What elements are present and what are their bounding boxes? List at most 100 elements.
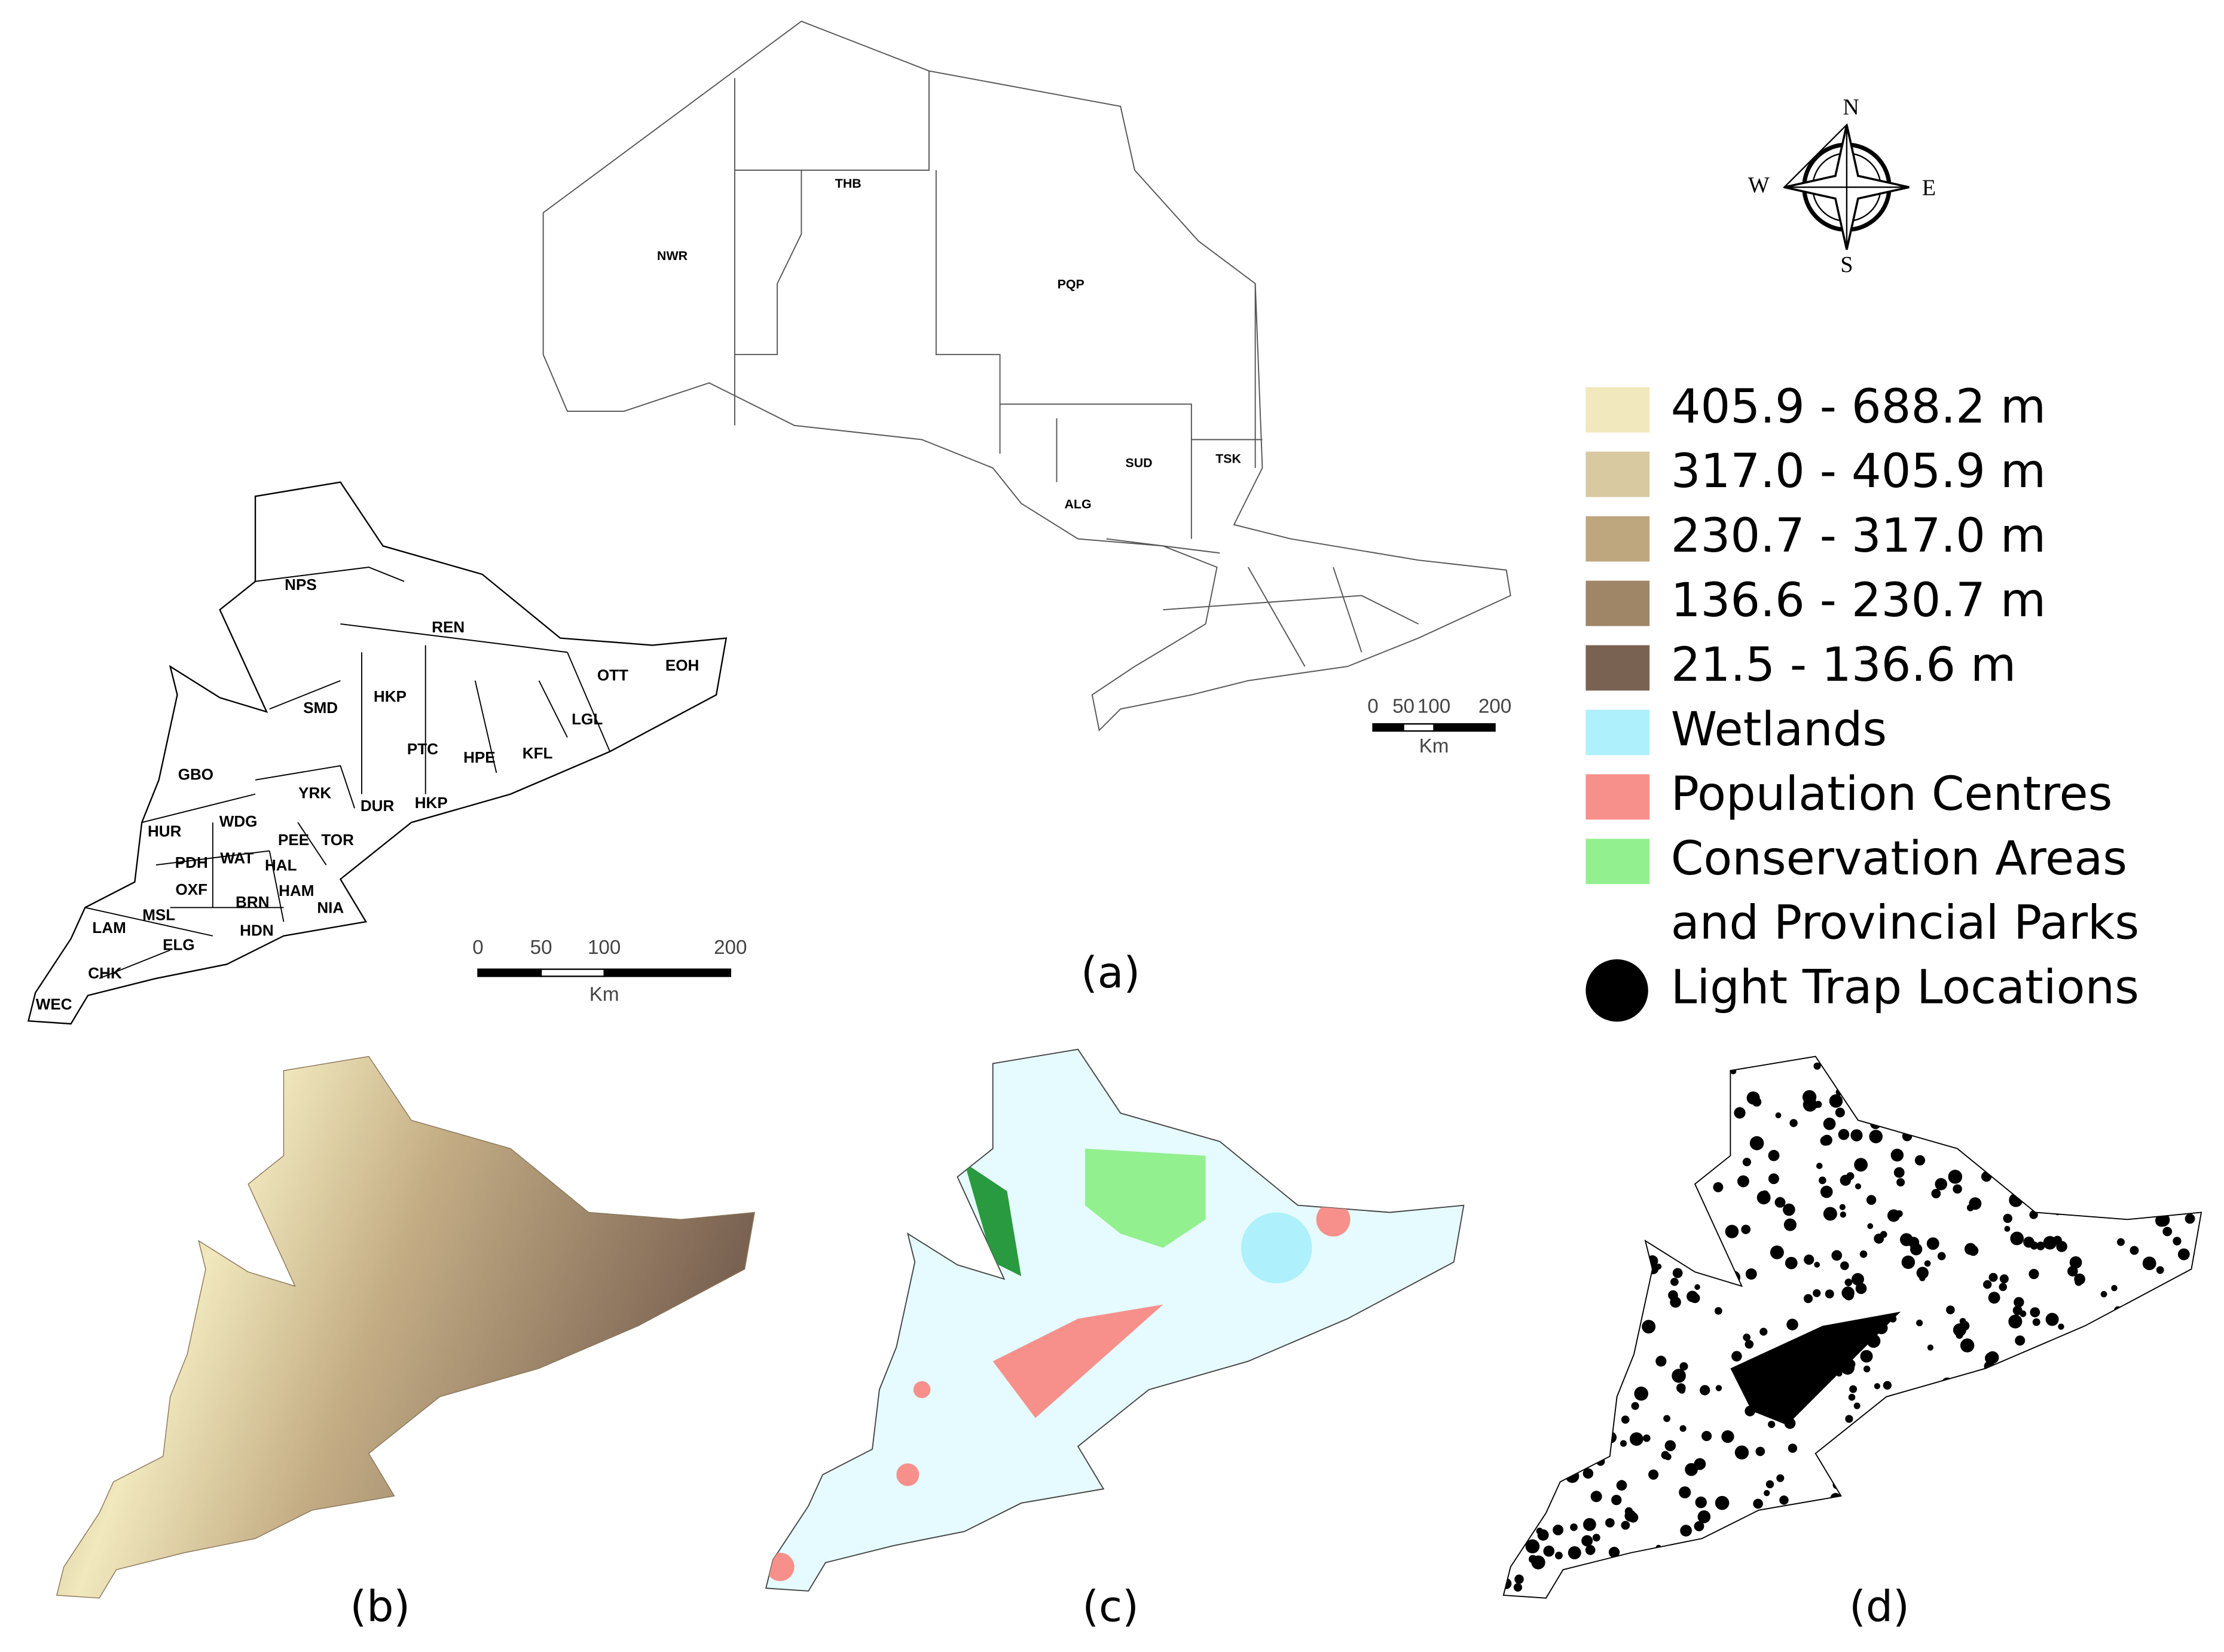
trap-dot: [2134, 1113, 2146, 1126]
trap-dot: [1859, 1250, 1868, 1258]
trap-dot: [1765, 1480, 1774, 1489]
trap-dot: [1505, 1364, 1518, 1377]
trap-dot: [2045, 1313, 2059, 1326]
region-label: HKP: [374, 687, 407, 705]
trap-dot: [1779, 1495, 1789, 1505]
region-label: NPS: [285, 576, 317, 594]
trap-dot: [1820, 1185, 1833, 1198]
trap-dot: [1823, 1558, 1836, 1571]
trap-dot: [2067, 1158, 2075, 1164]
trap-dot: [1820, 1519, 1827, 1526]
trap-dot: [1656, 1231, 1664, 1239]
trap-dot: [1605, 1431, 1617, 1443]
trap-dot: [1687, 1563, 1700, 1575]
trap-dot: [1775, 1112, 1782, 1119]
region-label: NWR: [657, 249, 688, 263]
trap-dot: [2050, 1482, 2062, 1494]
trap-dot: [1874, 1233, 1884, 1244]
trap-dot: [1614, 1066, 1628, 1080]
trap-dot: [1716, 1082, 1728, 1094]
trap-dot: [1825, 1289, 1834, 1299]
trap-dot: [1528, 1084, 1542, 1099]
panel-label: (c): [1082, 1581, 1139, 1631]
trap-dot: [2183, 1307, 2198, 1321]
scale-segment: [1433, 723, 1496, 732]
trap-dot: [2024, 1364, 2037, 1377]
trap-dot: [1694, 1284, 1700, 1290]
region-label: LAM: [92, 919, 126, 937]
trap-dot: [2037, 1471, 2045, 1479]
trap-dot: [1517, 1167, 1526, 1175]
trap-dot: [1850, 1568, 1858, 1576]
legend-label: 136.6 - 230.7 m: [1671, 573, 2046, 628]
trap-dot: [1927, 1344, 1934, 1351]
legend-swatch: [1585, 516, 1650, 562]
trap-dot: [1672, 1131, 1682, 1142]
trap-dot: [2177, 1248, 2190, 1261]
trap-dot: [1721, 1430, 1734, 1443]
trap-dot: [1655, 1264, 1662, 1270]
trap-dot: [1663, 1415, 1670, 1422]
trap-dot: [1755, 1446, 1765, 1457]
trap-dot: [1921, 1589, 1932, 1598]
trap-dot: [2140, 1402, 2153, 1415]
trap-dot: [1741, 1225, 1751, 1234]
trap-dot: [1959, 1521, 1966, 1529]
trap-dot: [1942, 1405, 1950, 1414]
trap-dot: [2164, 1483, 2175, 1494]
legend-label: and Provincial Parks: [1671, 896, 2139, 950]
trap-dot: [2132, 1338, 2140, 1347]
trap-dot: [2146, 1508, 2160, 1522]
trap-dot: [1628, 1084, 1636, 1091]
trap-dot: [1937, 1252, 1946, 1261]
trap-dot: [1568, 1546, 1581, 1559]
trap-dot: [1593, 1286, 1605, 1298]
trap-dot: [2036, 1573, 2048, 1584]
trap-dot: [1600, 1149, 1613, 1162]
trap-dot: [1625, 1056, 1631, 1061]
trap-dot: [1905, 1070, 1916, 1081]
legend-label: 230.7 - 317.0 m: [1671, 509, 2046, 563]
trap-dot: [2167, 1291, 2175, 1299]
trap-dot: [1565, 1320, 1571, 1326]
trap-dot: [1959, 1446, 1966, 1454]
trap-dot: [2040, 1159, 2055, 1173]
trap-dot: [2114, 1329, 2122, 1337]
region-label: SUD: [1126, 455, 1153, 470]
trap-dot: [1788, 1443, 1798, 1453]
trap-dot: [2126, 1130, 2136, 1140]
trap-dot: [1526, 1418, 1541, 1432]
trap-dot: [1658, 1214, 1667, 1223]
trap-dot: [1749, 1568, 1758, 1577]
trap-dot: [2153, 1176, 2167, 1189]
trap-dot: [1798, 1532, 1804, 1539]
trap-dot: [1845, 1415, 1853, 1423]
trap-dot: [1815, 1571, 1829, 1584]
compass-south: S: [1840, 252, 1853, 277]
region-label: NIA: [317, 899, 344, 917]
trap-dot: [2091, 1540, 2104, 1553]
region-label: ELG: [163, 935, 195, 953]
trap-dot: [1960, 1338, 1975, 1353]
scale-tick-label: 100: [1418, 696, 1450, 718]
trap-dot: [1838, 1128, 1850, 1140]
trap-dot: [1557, 1139, 1568, 1149]
trap-dot: [1696, 1056, 1706, 1061]
trap-dot: [2045, 1434, 2058, 1448]
region-label: HUR: [148, 822, 182, 840]
trap-dot: [2188, 1555, 2198, 1566]
trap-dot: [2127, 1422, 2140, 1436]
trap-dot: [2075, 1278, 2083, 1286]
trap-dot: [1749, 1136, 1764, 1151]
trap-dot: [2192, 1170, 2202, 1180]
trap-dot: [1561, 1399, 1570, 1408]
trap-dot: [1680, 1525, 1692, 1537]
trap-dot: [2017, 1396, 2029, 1407]
trap-dot: [1965, 1082, 1979, 1096]
region-label: WDG: [219, 812, 258, 830]
trap-dot: [2070, 1384, 2085, 1398]
region-label: MSL: [142, 906, 175, 924]
trap-dot: [2145, 1446, 2159, 1460]
trap-dot: [1714, 1088, 1721, 1096]
region-label: GBO: [178, 766, 213, 784]
